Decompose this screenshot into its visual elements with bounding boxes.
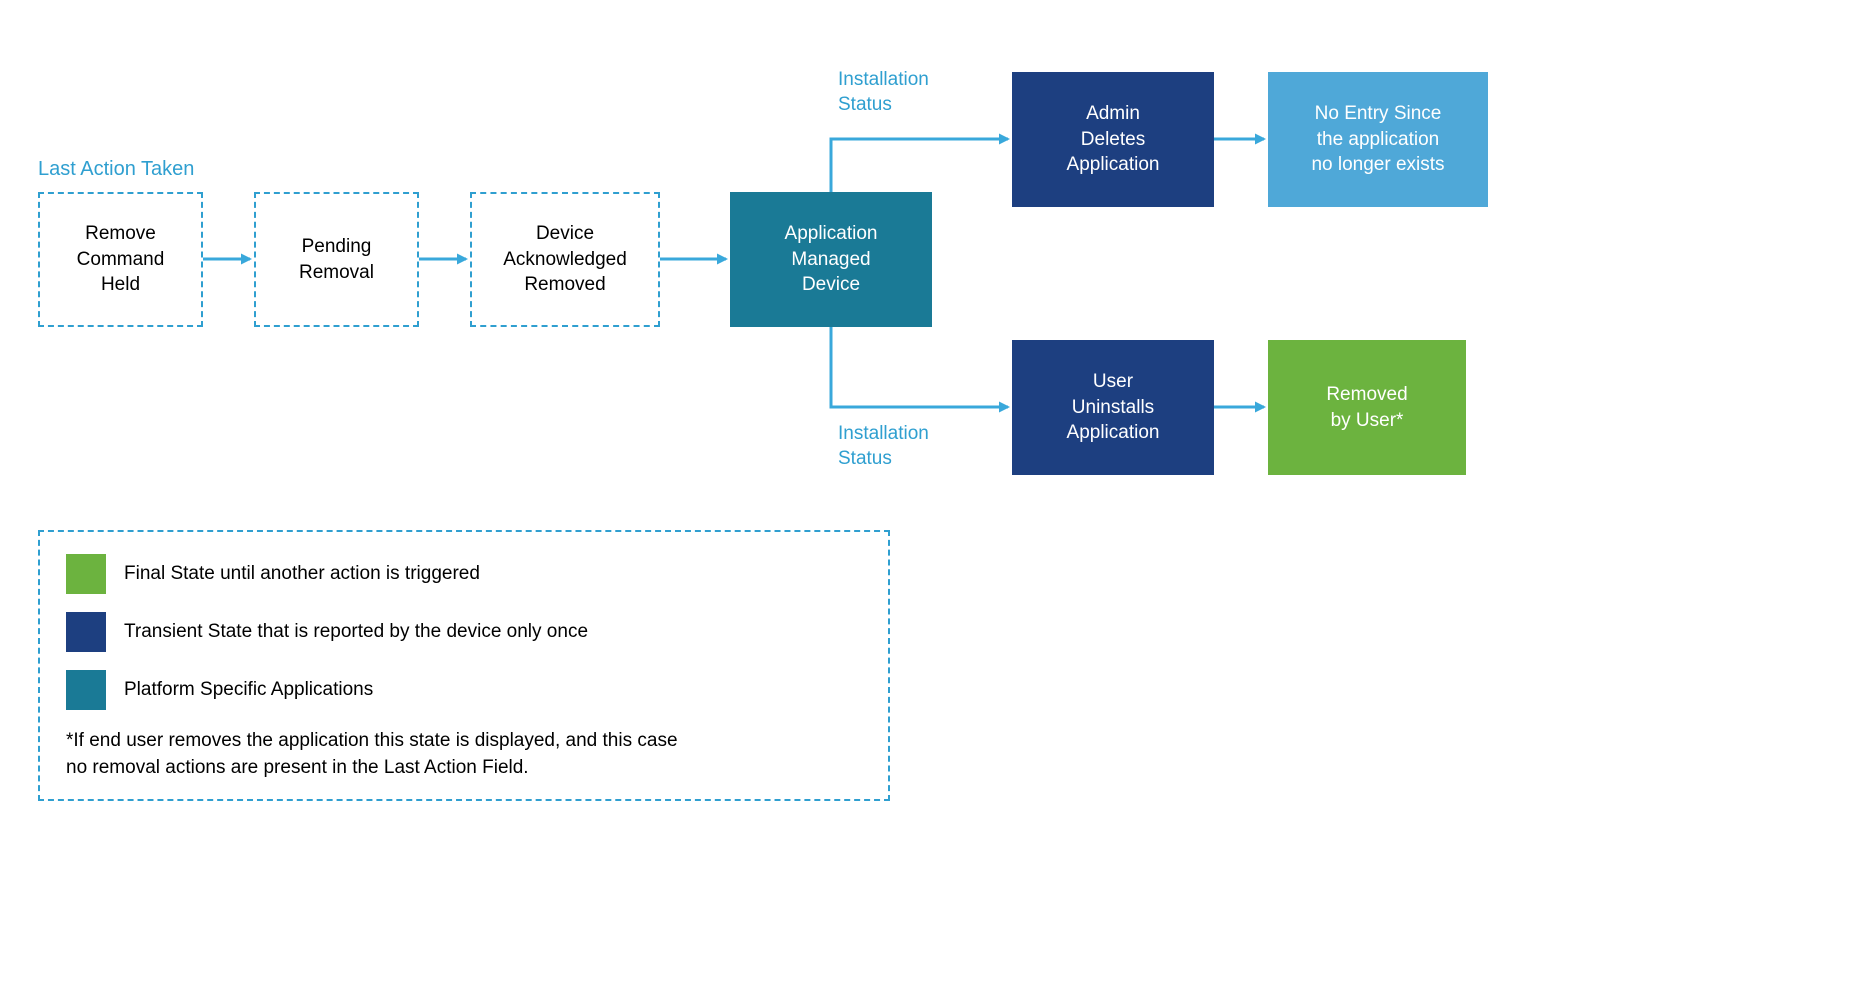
node-remove-command-held: RemoveCommandHeld (38, 192, 203, 327)
node-pending-removal: PendingRemoval (254, 192, 419, 327)
edge-label-install-status-top: Installation Status (838, 68, 929, 117)
node-label: AdminDeletesApplication (1067, 101, 1160, 178)
edge-label-install-status-bottom: Installation Status (838, 422, 929, 471)
node-device-ack-removed: DeviceAcknowledgedRemoved (470, 192, 660, 327)
node-label: RemoveCommandHeld (77, 221, 165, 298)
legend-text: Final State until another action is trig… (124, 563, 480, 585)
node-label: DeviceAcknowledgedRemoved (503, 221, 627, 298)
node-app-managed-device: ApplicationManagedDevice (730, 192, 932, 327)
flowchart-diagram: Last Action Taken RemoveCommandHeld Pend… (20, 40, 1520, 840)
legend-text: Platform Specific Applications (124, 679, 373, 701)
node-label: Removedby User* (1326, 382, 1407, 433)
legend-swatch-navy (66, 612, 106, 652)
node-user-uninstalls-app: UserUninstallsApplication (1012, 340, 1214, 475)
node-label: UserUninstallsApplication (1067, 369, 1160, 446)
node-admin-deletes-app: AdminDeletesApplication (1012, 72, 1214, 207)
legend-swatch-green (66, 554, 106, 594)
section-label-last-action: Last Action Taken (38, 158, 194, 181)
node-label: ApplicationManagedDevice (785, 221, 878, 298)
legend-item-platform-specific: Platform Specific Applications (66, 670, 862, 710)
node-label: PendingRemoval (299, 234, 374, 285)
node-label: No Entry Sincethe applicationno longer e… (1311, 101, 1444, 178)
legend-item-transient-state: Transient State that is reported by the … (66, 612, 862, 652)
node-removed-by-user: Removedby User* (1268, 340, 1466, 475)
legend-box: Final State until another action is trig… (38, 530, 890, 801)
node-no-entry: No Entry Sincethe applicationno longer e… (1268, 72, 1488, 207)
legend-text: Transient State that is reported by the … (124, 621, 588, 643)
legend-footnote: *If end user removes the application thi… (66, 728, 862, 781)
legend-swatch-teal (66, 670, 106, 710)
legend-item-final-state: Final State until another action is trig… (66, 554, 862, 594)
